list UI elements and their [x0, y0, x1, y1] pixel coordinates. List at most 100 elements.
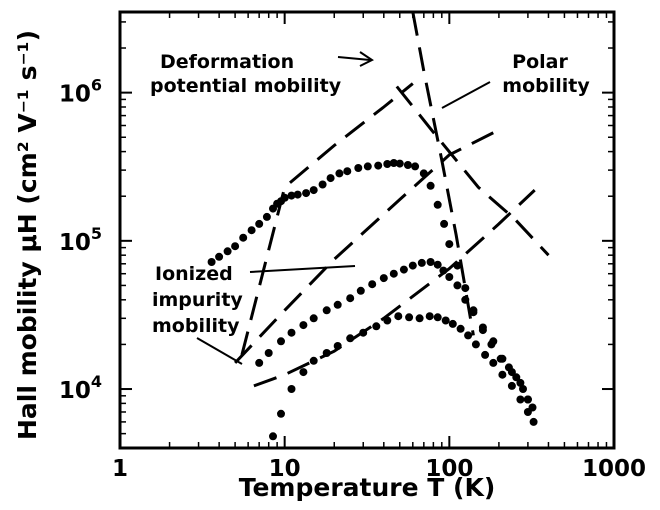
x-tick-label: 1: [112, 456, 128, 482]
data-point: [264, 349, 273, 357]
data-point: [255, 358, 264, 367]
data-point: [419, 169, 428, 178]
data-point: [231, 242, 240, 251]
annotation-polar-line2: mobility: [502, 75, 590, 97]
data-point: [383, 316, 392, 325]
data-point: [507, 381, 516, 390]
data-point: [287, 191, 296, 200]
model-curve-4: [234, 128, 500, 364]
data-point: [478, 323, 487, 332]
y-tick-label: 105: [59, 224, 102, 256]
annotation-deformation-line2: potential mobility: [150, 75, 342, 97]
data-point: [425, 312, 434, 321]
annotation-ionized-line1: Ionized: [155, 263, 233, 285]
annotation-deformation: Deformation potential mobility: [150, 51, 374, 97]
y-tick-exponent: 6: [91, 76, 102, 95]
data-point: [464, 331, 473, 340]
data-point: [405, 313, 414, 322]
model-curve-5: [253, 189, 536, 388]
data-point: [489, 337, 498, 346]
annotation-deformation-arrowhead: [359, 51, 374, 67]
data-point: [287, 385, 296, 393]
model-curves: [234, 11, 550, 388]
data-point: [379, 274, 388, 283]
data-point: [440, 219, 449, 228]
data-point: [433, 200, 442, 209]
data-point: [322, 349, 331, 357]
data-point: [461, 295, 470, 304]
annotation-deformation-arrow: [337, 56, 371, 61]
data-point: [318, 180, 327, 189]
annotation-ionized-leader-lower: [196, 337, 243, 365]
data-point: [333, 300, 342, 309]
data-point: [262, 212, 271, 221]
annotation-ionized-line2: impurity: [152, 289, 243, 311]
data-point: [408, 261, 417, 270]
data-point: [346, 334, 355, 343]
data-point: [523, 408, 532, 416]
annotation-ionized-line3: mobility: [152, 315, 240, 337]
data-point: [293, 190, 302, 199]
x-tick-label: 100: [425, 456, 473, 482]
model-curve-7: [411, 11, 475, 336]
data-point: [333, 342, 342, 350]
data-point: [498, 370, 507, 379]
annotation-deformation-line1: Deformation: [160, 51, 294, 73]
data-point: [383, 160, 392, 168]
data-point: [346, 294, 355, 303]
data-point: [394, 312, 403, 321]
data-point: [445, 273, 454, 281]
data-point: [507, 368, 516, 377]
data-point: [368, 280, 377, 289]
data-point: [453, 261, 462, 270]
y-tick-mantissa: 10: [59, 378, 91, 404]
annotation-polar-line1: Polar: [512, 51, 568, 73]
data-point: [461, 284, 470, 293]
x-tick-label: 10: [269, 456, 301, 482]
data-point: [469, 308, 478, 317]
data-point: [433, 313, 442, 322]
data-point: [239, 233, 248, 242]
data-point: [326, 174, 335, 183]
data-point: [299, 321, 308, 330]
annotation-polar-leader: [441, 81, 491, 109]
data-point: [302, 189, 311, 198]
data-point: [207, 258, 216, 266]
data-point: [448, 319, 457, 328]
data-point: [489, 358, 498, 367]
data-point: [433, 260, 442, 269]
data-point: [439, 266, 448, 275]
x-axis-title: Temperature T (K): [239, 473, 496, 502]
data-point: [363, 162, 372, 171]
data-point: [389, 159, 398, 167]
data-point: [343, 167, 352, 176]
data-point: [374, 161, 383, 170]
data-point: [529, 417, 538, 426]
data-point: [456, 324, 465, 333]
annotation-polar: Polar mobility: [441, 51, 590, 109]
data-point: [359, 328, 368, 337]
axis-ticks: [119, 12, 615, 448]
y-tick-exponent: 4: [91, 372, 102, 391]
data-point: [481, 350, 490, 359]
data-point: [280, 193, 289, 202]
data-point: [395, 159, 404, 168]
data-point: [215, 252, 224, 261]
data-point: [411, 162, 420, 171]
data-point: [335, 169, 344, 178]
data-point: [309, 356, 318, 365]
data-point: [519, 385, 527, 393]
model-curve-3: [240, 82, 414, 356]
data-point: [453, 281, 462, 290]
annotation-ionized-leader-upper: [249, 265, 356, 273]
y-tick-label: 104: [59, 372, 102, 404]
annotation-ionized: Ionized impurity mobility: [152, 263, 356, 365]
data-point: [523, 395, 532, 404]
data-points: [207, 159, 538, 441]
data-point: [399, 265, 408, 274]
data-point: [417, 258, 426, 267]
data-point: [322, 306, 331, 315]
data-point: [516, 378, 525, 387]
